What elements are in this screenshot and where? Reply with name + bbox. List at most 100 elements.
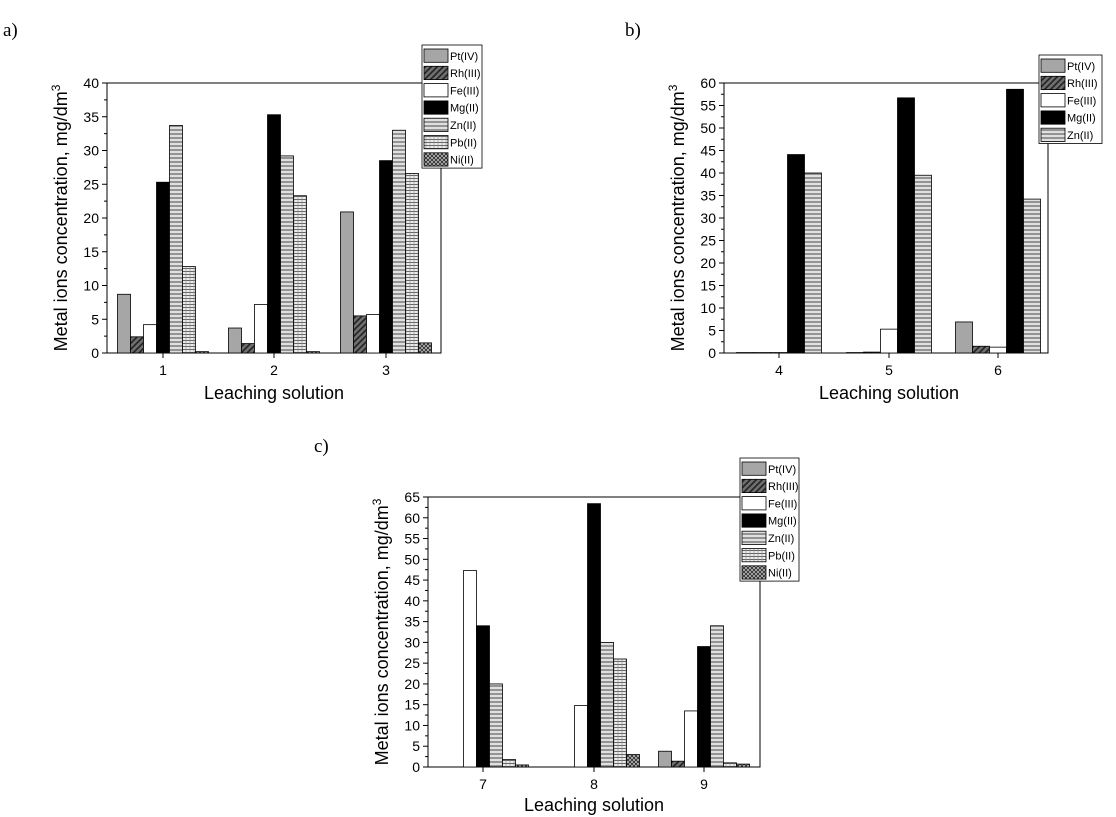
panel-a-legend-label-fe-iii: Fe(III) — [450, 85, 479, 97]
panel-b-plot-frame — [723, 82, 1049, 354]
panel-c-legend-swatch-rh-iii — [741, 478, 767, 493]
panel-a-bar-mg-ii-cat-3 — [379, 160, 393, 354]
panel-b-bar-rh-iii-cat-5 — [863, 351, 881, 354]
panel-a-legend-swatch-zn-ii — [423, 117, 449, 132]
panel-c-y-tick-label: 50 — [404, 551, 420, 567]
panel-b-legend-label-pt-iv: Pt(IV) — [1067, 61, 1095, 73]
panel-c-bar-pb-ii-cat-9 — [723, 762, 737, 768]
panel-c-bar-mg-ii-cat-7 — [476, 625, 490, 768]
panel-a-y-tick-label: 0 — [91, 345, 99, 361]
panel-c-bar-ni-ii-cat-7 — [515, 764, 529, 768]
panel-c-y-tick-label: 40 — [404, 593, 420, 609]
panel-c-legend-label-fe-iii: Fe(III) — [768, 498, 797, 510]
panel-b-y-tick-label: 55 — [700, 98, 716, 114]
panel-a-bar-fe-iii-cat-1 — [143, 324, 157, 354]
panel-a: a) 0 5 10 15 20 25 30 35 40 1 2 3 Leaching solution… — [3, 20, 483, 403]
panel-b-bar-rh-iii-cat-6 — [972, 345, 990, 354]
panel-b-y-tick-label: 30 — [700, 210, 716, 226]
panel-c-bar-pt-iv-cat-9 — [658, 750, 672, 768]
panel-b-y-axis-title-superscript: 3 — [666, 84, 680, 91]
panel-b-bar-mg-ii-cat-4 — [787, 154, 805, 354]
panel-a-y-axis-title: Metal ions concentration, mg/dm3 — [49, 84, 71, 351]
panel-b-bars — [736, 88, 1041, 354]
panel-c-x-axis-title: Leaching solution — [524, 795, 664, 815]
panel-a-legend-label-rh-iii: Rh(III) — [450, 68, 481, 80]
panel-a-y-ticks: 0 5 10 15 20 25 30 35 40 1 2 3 — [83, 75, 390, 378]
panel-a-legend-swatch-rh-iii — [423, 65, 449, 81]
panel-c-bar-fe-iii-cat-7 — [463, 570, 477, 768]
panel-c-y-tick-label: 30 — [404, 634, 420, 650]
panel-c-y-tick-label: 35 — [404, 614, 420, 630]
panel-b-y-axis-title-main: Metal ions concentration, mg/dm — [668, 91, 688, 351]
panel-c-y-axis-title-main: Metal ions concentration, mg/dm — [372, 505, 392, 765]
panel-a-bar-rh-iii-cat-1 — [130, 336, 144, 354]
panel-c-bar-fe-iii-cat-9 — [684, 710, 698, 768]
panel-c-y-tick-label: 20 — [404, 676, 420, 692]
panel-b-bar-zn-ii-cat-4 — [804, 172, 822, 354]
panel-a-legend-swatch-mg-ii — [423, 100, 449, 115]
panel-c-y-tick-label: 15 — [404, 697, 420, 713]
panel-a-x-axis-title: Leaching solution — [204, 383, 344, 403]
panel-b-bar-zn-ii-cat-6 — [1023, 198, 1041, 354]
panel-b-y-tick-label: 60 — [700, 75, 716, 91]
panel-a-bars — [117, 114, 432, 354]
panel-a-legend-swatch-fe-iii — [423, 83, 449, 98]
panel-a-letter: a) — [3, 20, 18, 41]
panel-a-y-tick-label: 15 — [83, 244, 99, 260]
panel-c-legend-swatch-pt-iv — [741, 461, 767, 476]
panel-a-legend-label-ni-ii: Ni(II) — [450, 155, 474, 167]
panel-c-bar-zn-ii-cat-8 — [600, 641, 614, 768]
panel-a-legend-swatch-ni-ii — [423, 152, 449, 167]
panel-b-legend-swatch-pt-iv — [1040, 58, 1066, 73]
panel-b-y-axis-title: Metal ions concentration, mg/dm3 — [666, 84, 688, 351]
panel-a-x-tick-label: 2 — [270, 362, 278, 378]
panel-c-legend-label-rh-iii: Rh(III) — [768, 481, 799, 493]
panel-c-bar-mg-ii-cat-9 — [697, 646, 711, 768]
panel-a-bar-pt-iv-cat-2 — [228, 327, 242, 354]
panel-b-bar-mg-ii-cat-5 — [897, 97, 915, 354]
panel-a-y-tick-label: 35 — [83, 109, 99, 125]
panel-c-y-tick-label: 55 — [404, 531, 420, 547]
panel-b-y-tick-label: 0 — [708, 345, 716, 361]
panel-a-y-tick-label: 20 — [83, 210, 99, 226]
panel-c-legend-label-pb-ii: Pb(II) — [768, 550, 795, 562]
panel-c: c) 0 5 10 15 20 25 30 35 40 45 50 55 60 65 7 8 9 Leachin… — [314, 436, 800, 815]
panel-a-y-tick-label: 5 — [91, 311, 99, 327]
panel-a-legend-label-mg-ii: Mg(II) — [450, 103, 479, 115]
panel-c-legend-label-mg-ii: Mg(II) — [768, 516, 797, 528]
panel-c-x-tick-label: 8 — [590, 776, 598, 792]
panel-b-y-tick-label: 40 — [700, 165, 716, 181]
panel-b-bar-fe-iii-cat-5 — [880, 328, 898, 354]
panel-a-bar-fe-iii-cat-2 — [254, 303, 268, 354]
panel-c-x-tick-label: 7 — [479, 776, 487, 792]
panel-b-legend-swatch-mg-ii — [1040, 110, 1066, 125]
panel-b-legend-swatch-rh-iii — [1040, 75, 1066, 91]
panel-c-y-axis-title: Metal ions concentration, mg/dm3 — [370, 498, 392, 765]
panel-a-y-axis-title-main: Metal ions concentration, mg/dm — [51, 91, 71, 351]
panel-a-bar-pt-iv-cat-1 — [117, 293, 131, 354]
panel-b-legend-label-zn-ii: Zn(II) — [1067, 130, 1093, 142]
panel-b-y-tick-label: 50 — [700, 120, 716, 136]
panel-c-y-tick-label: 5 — [412, 738, 420, 754]
panel-c-bar-mg-ii-cat-8 — [587, 503, 601, 768]
panel-a-bar-mg-ii-cat-2 — [267, 114, 281, 354]
panel-a-legend-swatch-pb-ii — [423, 135, 449, 150]
panel-a-bar-zn-ii-cat-1 — [169, 125, 183, 354]
panel-a-legend-label-pb-ii: Pb(II) — [450, 137, 477, 149]
panel-a-legend-swatch-pt-iv — [423, 48, 449, 63]
panel-b-legend-label-rh-iii: Rh(III) — [1067, 78, 1098, 90]
panel-c-legend-label-zn-ii: Zn(II) — [768, 533, 794, 545]
panel-c-y-tick-label: 45 — [404, 572, 420, 588]
panel-c-legend-label-ni-ii: Ni(II) — [768, 568, 792, 580]
panel-b-y-tick-label: 45 — [700, 143, 716, 159]
panel-c-bar-fe-iii-cat-8 — [574, 705, 588, 768]
panel-b-legend-label-mg-ii: Mg(II) — [1067, 113, 1096, 125]
panel-c-bar-ni-ii-cat-9 — [736, 763, 750, 768]
panel-a-bar-zn-ii-cat-2 — [280, 155, 294, 354]
panel-b-y-tick-label: 35 — [700, 188, 716, 204]
panel-c-bar-zn-ii-cat-9 — [710, 625, 724, 768]
panel-a-y-tick-label: 40 — [83, 75, 99, 91]
